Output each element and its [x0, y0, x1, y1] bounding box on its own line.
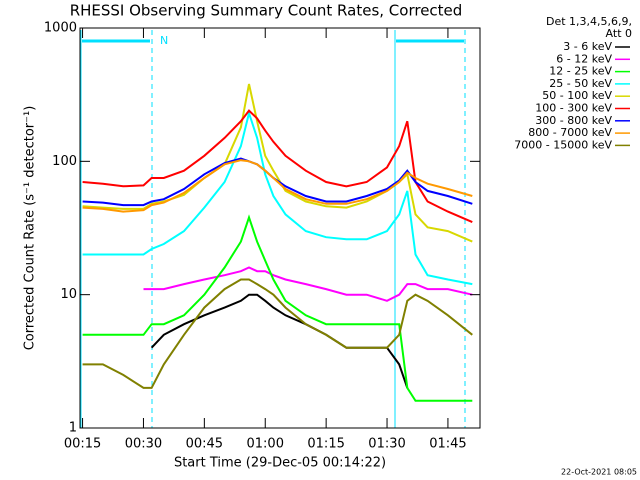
- legend-label: 6 - 12 keV: [556, 52, 612, 65]
- series-line: [82, 278, 473, 389]
- flags: N: [80, 30, 466, 428]
- y-tick-label: 1: [69, 421, 77, 436]
- x-tick-label: 00:45: [186, 437, 223, 452]
- flag-label: N: [160, 34, 168, 47]
- y-tick-label: 10: [60, 287, 77, 302]
- x-tick-label: 01:00: [247, 437, 284, 452]
- x-tick-label: 00:30: [125, 437, 162, 452]
- legend-label: 50 - 100 keV: [542, 89, 612, 102]
- series-line: [82, 109, 473, 224]
- x-tick-label: 01:15: [307, 437, 344, 452]
- series-line: [82, 214, 473, 402]
- legend-label: 300 - 800 keV: [535, 114, 612, 127]
- x-tick-label: 01:30: [368, 437, 405, 452]
- x-axis-label: Start Time (29-Dec-05 00:14:22): [174, 456, 386, 471]
- series-line: [82, 159, 473, 213]
- series-line: [143, 266, 473, 302]
- chart-title: RHESSI Observing Summary Count Rates, Co…: [70, 2, 463, 20]
- x-tick-label: 01:45: [429, 437, 466, 452]
- y-axis-label: Corrected Count Rate (s⁻¹ detector⁻¹): [23, 106, 38, 351]
- plot-frame: [79, 27, 481, 429]
- x-tick-label: 00:15: [64, 437, 101, 452]
- y-tick-label: 1000: [44, 21, 77, 36]
- series-line: [82, 109, 473, 286]
- legend-title: Att 0: [606, 27, 632, 40]
- legend-label: 100 - 300 keV: [535, 102, 612, 115]
- legend-label: 800 - 7000 keV: [528, 126, 612, 139]
- legend-label: 25 - 50 keV: [549, 77, 612, 90]
- legend-label: 7000 - 15000 keV: [514, 138, 612, 151]
- footer: 22-Oct-2021 08:05: [561, 468, 637, 477]
- legend-label: 12 - 25 keV: [549, 65, 612, 78]
- legend-label: 3 - 6 keV: [563, 40, 612, 53]
- y-tick-label: 100: [52, 154, 77, 169]
- legend-title: Det 1,3,4,5,6,9,: [546, 15, 632, 28]
